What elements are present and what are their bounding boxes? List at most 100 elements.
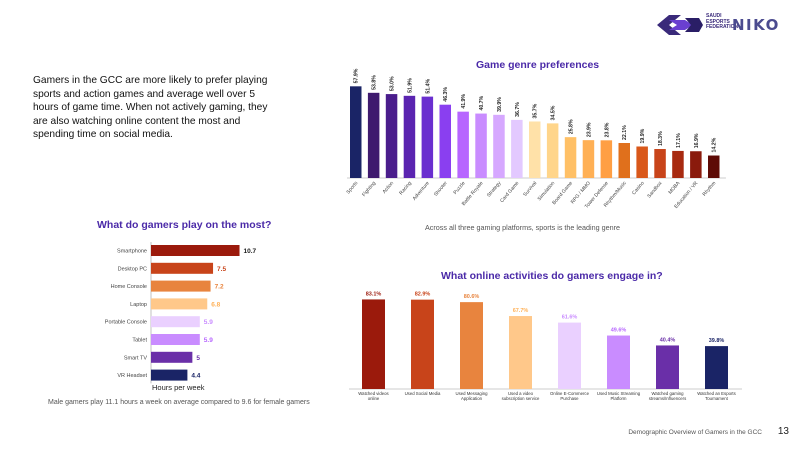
genre-value-label: 53.0% — [390, 76, 396, 91]
activities-category-label: Watched videos online — [358, 391, 388, 401]
genre-bar — [672, 150, 684, 178]
devices-category-label: Smartphone — [117, 249, 147, 255]
genre-bar — [385, 94, 398, 178]
saudi-esports-logo-icon — [657, 15, 703, 35]
activities-category-label: Online E-Commerce Purchase — [550, 391, 590, 401]
genre-value-label: 16.9% — [694, 133, 700, 148]
genre-chart-caption: Across all three gaming platforms, sport… — [425, 223, 620, 232]
activities-value-label: 83.1% — [366, 291, 382, 297]
activities-value-label: 39.8% — [709, 338, 725, 344]
activities-value-label: 82.9% — [415, 292, 431, 298]
devices-category-label: Home Console — [111, 284, 147, 290]
genre-bar — [350, 86, 362, 178]
genre-bar — [529, 121, 541, 178]
devices-chart-caption: Male gamers play 11.1 hours a week on av… — [48, 399, 310, 406]
activities-bar — [705, 346, 728, 389]
niko-logo: NIKO — [732, 16, 780, 34]
genre-value-label: 40.7% — [479, 95, 485, 110]
activities-bar — [411, 299, 434, 389]
genre-value-label: 41.9% — [461, 94, 467, 109]
devices-value-label: 10.7 — [244, 248, 257, 255]
activities-category-label: Used Messaging Application — [455, 391, 488, 401]
activities-value-label: 61.6% — [562, 315, 578, 321]
devices-category-label: VR Headset — [117, 373, 147, 379]
devices-bar — [151, 280, 211, 292]
devices-value-label: 7.2 — [215, 284, 224, 291]
genre-value-label: 36.7% — [515, 102, 521, 117]
genre-bar — [475, 113, 487, 178]
genre-value-label: 14.2% — [712, 137, 718, 152]
devices-value-label: 5.9 — [204, 337, 213, 344]
genre-bar — [511, 119, 523, 178]
devices-value-label: 4.4 — [191, 373, 200, 380]
genre-value-label: 17.1% — [676, 133, 682, 148]
activities-bar — [509, 316, 532, 389]
devices-bar — [151, 369, 188, 381]
genre-bar — [421, 96, 434, 178]
genre-bar — [654, 149, 666, 178]
genre-bar — [600, 140, 613, 178]
devices-bar — [151, 316, 200, 328]
genre-bar — [457, 111, 469, 178]
footer-title: Demographic Overview of Gamers in the GC… — [628, 429, 762, 436]
genre-bar — [690, 151, 702, 178]
activities-category-label: Watched gaming streams/Influencers — [649, 391, 687, 401]
genre-value-label: 23.9% — [586, 122, 592, 137]
devices-bar — [151, 245, 240, 256]
devices-value-label: 5.9 — [204, 319, 213, 326]
intro-paragraph: Gamers in the GCC are more likely to pre… — [33, 75, 268, 141]
activities-bar — [460, 302, 483, 389]
genre-bar — [618, 143, 630, 178]
genre-bar — [403, 95, 416, 178]
header-logos — [655, 12, 775, 38]
devices-value-label: 7.5 — [217, 266, 226, 273]
activities-value-label: 80.6% — [464, 294, 480, 300]
devices-category-label: Laptop — [130, 302, 147, 308]
genre-bar — [439, 104, 451, 178]
devices-value-label: 6.8 — [211, 301, 220, 308]
devices-chart-title: What do gamers play on the most? — [97, 219, 272, 231]
genre-bar — [367, 92, 380, 178]
activities-value-label: 49.6% — [611, 328, 627, 334]
genre-bar — [708, 155, 720, 178]
activities-category-label: Used Music Streaming Platform — [597, 391, 641, 401]
genre-value-label: 51.9% — [407, 78, 413, 93]
genre-bar — [564, 137, 577, 178]
devices-bar — [151, 334, 200, 345]
devices-bar — [151, 298, 208, 310]
genre-value-label: 22.1% — [622, 125, 628, 140]
devices-category-label: Tablet — [132, 338, 147, 344]
genre-bar — [582, 140, 595, 178]
devices-category-label: Portable Console — [105, 320, 147, 326]
genre-value-label: 46.3% — [443, 87, 449, 102]
devices-category-label: Smart TV — [124, 355, 147, 361]
activities-value-label: 67.7% — [513, 308, 529, 314]
genre-value-label: 39.9% — [497, 97, 503, 112]
activities-category-label: Used a video subscription service — [502, 391, 540, 401]
genre-value-label: 35.7% — [533, 103, 539, 118]
genre-value-label: 57.9% — [354, 68, 360, 83]
devices-category-label: Desktop PC — [118, 266, 147, 272]
activities-category-label: Watched an Esports Tournament — [697, 391, 736, 401]
activities-bar — [607, 335, 630, 389]
devices-value-label: 5 — [196, 355, 200, 362]
activities-bar — [362, 299, 385, 389]
genre-value-label: 53.8% — [372, 75, 378, 90]
genre-chart-title: Game genre preferences — [476, 59, 600, 71]
genre-value-label: 34.5% — [551, 105, 557, 120]
devices-axis-label: Hours per week — [152, 383, 205, 392]
genre-bar — [493, 114, 505, 178]
genre-value-label: 25.8% — [569, 119, 575, 134]
activities-value-label: 40.4% — [660, 337, 676, 343]
activities-bar — [656, 345, 679, 389]
page-number: 13 — [777, 426, 789, 437]
genre-value-label: 23.8% — [604, 122, 610, 137]
genre-bar — [636, 146, 648, 178]
genre-bar — [546, 123, 559, 178]
devices-bar — [151, 351, 193, 363]
activities-category-label: Used Social Media — [405, 391, 441, 396]
devices-bar — [151, 262, 214, 274]
activities-chart-title: What online activities do gamers engage … — [441, 270, 663, 282]
